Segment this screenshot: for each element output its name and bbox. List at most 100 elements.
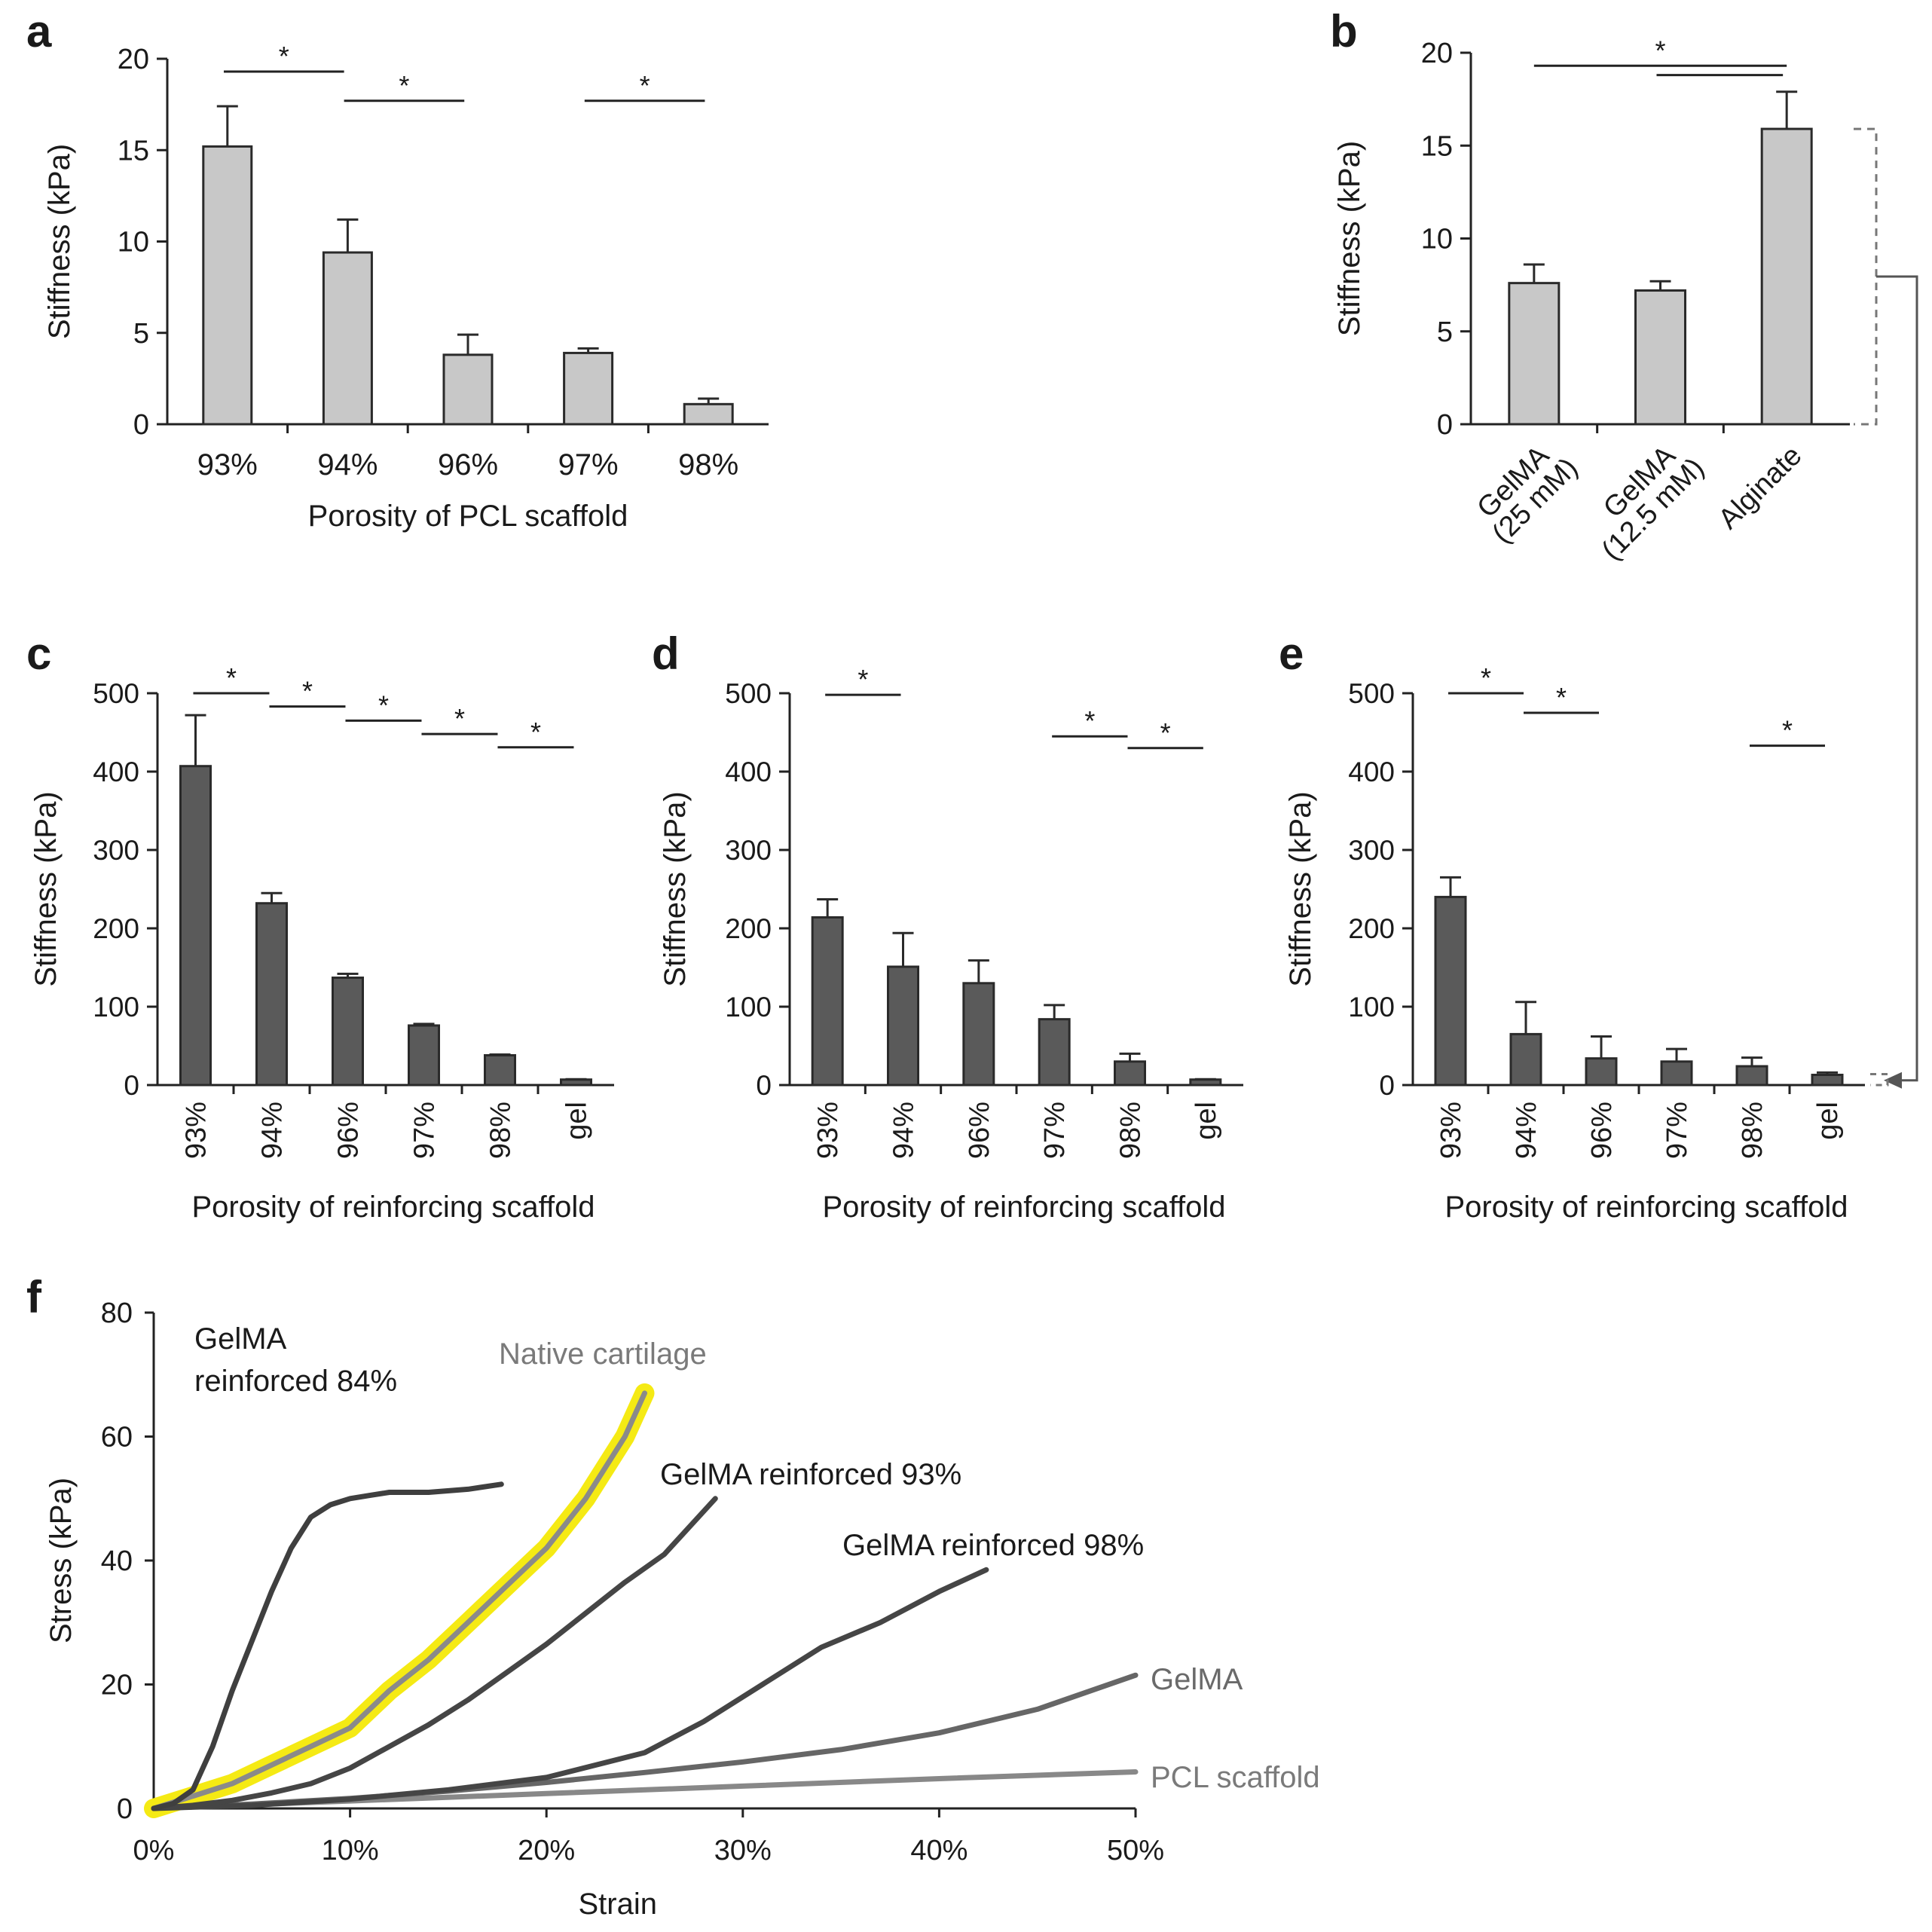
- category-label: 93%: [1435, 1102, 1467, 1159]
- bar-2: [332, 977, 364, 1087]
- y-axis-label: Stiffness (kPa): [43, 144, 76, 339]
- y-tick-label: 500: [725, 678, 772, 709]
- category-label: 93%: [181, 1102, 212, 1159]
- panel-letter-c: c: [26, 628, 51, 679]
- panel-c: c 0 100 200 300 400 500 Stiffness (kPa) 93% 94% 96…: [26, 628, 614, 1224]
- significance-star: *: [279, 41, 289, 72]
- connector-line: [1876, 275, 1918, 1082]
- bar-1: [1634, 289, 1686, 426]
- y-tick-label: 500: [93, 678, 139, 709]
- significance-star: *: [857, 664, 868, 695]
- series-line-0: [151, 1481, 504, 1811]
- y-tick-label: 40: [101, 1545, 133, 1577]
- y-tick-label: 400: [1348, 757, 1395, 787]
- y-tick-label: 0: [1437, 409, 1453, 441]
- panel-d: d 0 100 200 300 400 500 Stiffness (kPa) 93% 94% 96…: [652, 628, 1243, 1224]
- significance-star: *: [378, 689, 389, 720]
- y-tick-label: 0: [756, 1070, 772, 1101]
- x-tick-label: 10%: [322, 1835, 379, 1866]
- panel-a: a 0 5 10 15 20 Stiffness (kPa) 93% 94% 96% 97% 98% P…: [26, 6, 769, 533]
- series-label: reinforced 84%: [194, 1365, 397, 1398]
- x-axis-label: Porosity of reinforcing scaffold: [822, 1191, 1225, 1224]
- y-tick-label: 5: [133, 318, 149, 350]
- bar-1: [255, 902, 288, 1087]
- panel-letter-d: d: [652, 628, 680, 679]
- bar-4: [484, 1053, 516, 1087]
- category-label: 94%: [317, 448, 378, 481]
- significance-star: *: [640, 70, 650, 101]
- series-label: GelMA: [194, 1322, 287, 1356]
- panel-letter-f: f: [26, 1272, 42, 1322]
- significance-star: *: [1655, 35, 1665, 66]
- bar-5: [560, 1078, 592, 1087]
- category-label: 96%: [438, 448, 498, 481]
- bar-2: [1585, 1057, 1618, 1087]
- bar-4: [1114, 1060, 1146, 1087]
- x-tick-label: 30%: [714, 1835, 772, 1866]
- category-label: 98%: [678, 448, 738, 481]
- bar-0: [1508, 282, 1561, 426]
- y-tick-label: 300: [725, 835, 772, 866]
- y-axis-label: Stiffness (kPa): [1333, 141, 1366, 336]
- x-axis-label: Porosity of reinforcing scaffold: [191, 1191, 595, 1224]
- series-highlight-native-cartilage: [144, 1383, 655, 1818]
- y-tick-label: 500: [1348, 678, 1395, 709]
- bar-3: [563, 351, 614, 426]
- category-label: 97%: [558, 448, 619, 481]
- bar-0: [1434, 895, 1467, 1087]
- y-tick-label: 15: [1421, 130, 1453, 162]
- significance-star: *: [1556, 682, 1567, 713]
- category-label: 93%: [812, 1102, 844, 1159]
- category-label: 94%: [1511, 1102, 1542, 1159]
- significance-star: *: [226, 662, 237, 693]
- bar-3: [1038, 1018, 1071, 1087]
- series-label: GelMA reinforced 98%: [842, 1529, 1144, 1562]
- dashed-bracket-e: [1870, 1072, 1889, 1087]
- y-tick-label: 200: [1348, 913, 1395, 944]
- y-tick-label: 0: [133, 409, 149, 441]
- dashed-bracket-b: [1854, 127, 1878, 426]
- bar-4: [1735, 1065, 1768, 1087]
- series-label: GelMA reinforced 93%: [660, 1458, 961, 1491]
- bar-2: [1760, 127, 1813, 426]
- y-tick-label: 5: [1437, 316, 1453, 348]
- significance-star: *: [1481, 662, 1491, 693]
- bar-1: [887, 965, 919, 1087]
- bar-5: [1189, 1078, 1222, 1087]
- bar-4: [683, 402, 734, 426]
- y-tick-label: 20: [1421, 38, 1453, 69]
- significance-star: *: [1084, 705, 1095, 736]
- category-label: 94%: [888, 1102, 920, 1159]
- series-label: Native cartilage: [499, 1337, 707, 1371]
- y-tick-label: 100: [93, 992, 139, 1023]
- bar-3: [1660, 1060, 1693, 1087]
- series-line-3: [151, 1567, 989, 1811]
- bar-2: [442, 353, 494, 426]
- category-label: Alginate: [1713, 440, 1808, 536]
- x-axis-label: Porosity of reinforcing scaffold: [1444, 1191, 1848, 1224]
- x-axis-label: Strain: [579, 1888, 658, 1921]
- bar-0: [179, 765, 212, 1087]
- y-tick-label: 10: [1421, 224, 1453, 255]
- category-label: 98%: [1737, 1102, 1768, 1159]
- panel-e: e 0 100 200 300 400 500 Stiffness (kPa) 93% 94% 96…: [1279, 628, 1865, 1224]
- y-tick-label: 20: [118, 44, 149, 75]
- series-label: GelMA: [1151, 1663, 1243, 1696]
- y-tick-label: 80: [101, 1298, 133, 1329]
- category-label: gel: [561, 1102, 593, 1140]
- category-label: 96%: [1586, 1102, 1618, 1159]
- category-label: 96%: [964, 1102, 995, 1159]
- y-tick-label: 300: [1348, 835, 1395, 866]
- significance-star: *: [1160, 717, 1171, 748]
- connector-arrow-icon: [1884, 1071, 1902, 1089]
- bar-1: [1509, 1032, 1542, 1087]
- category-label: 97%: [1661, 1102, 1693, 1159]
- panel-letter-b: b: [1330, 6, 1358, 57]
- category-label: 94%: [257, 1102, 289, 1159]
- bar-0: [202, 145, 253, 426]
- y-tick-label: 400: [93, 757, 139, 787]
- y-tick-label: 60: [101, 1422, 133, 1454]
- y-tick-label: 300: [93, 835, 139, 866]
